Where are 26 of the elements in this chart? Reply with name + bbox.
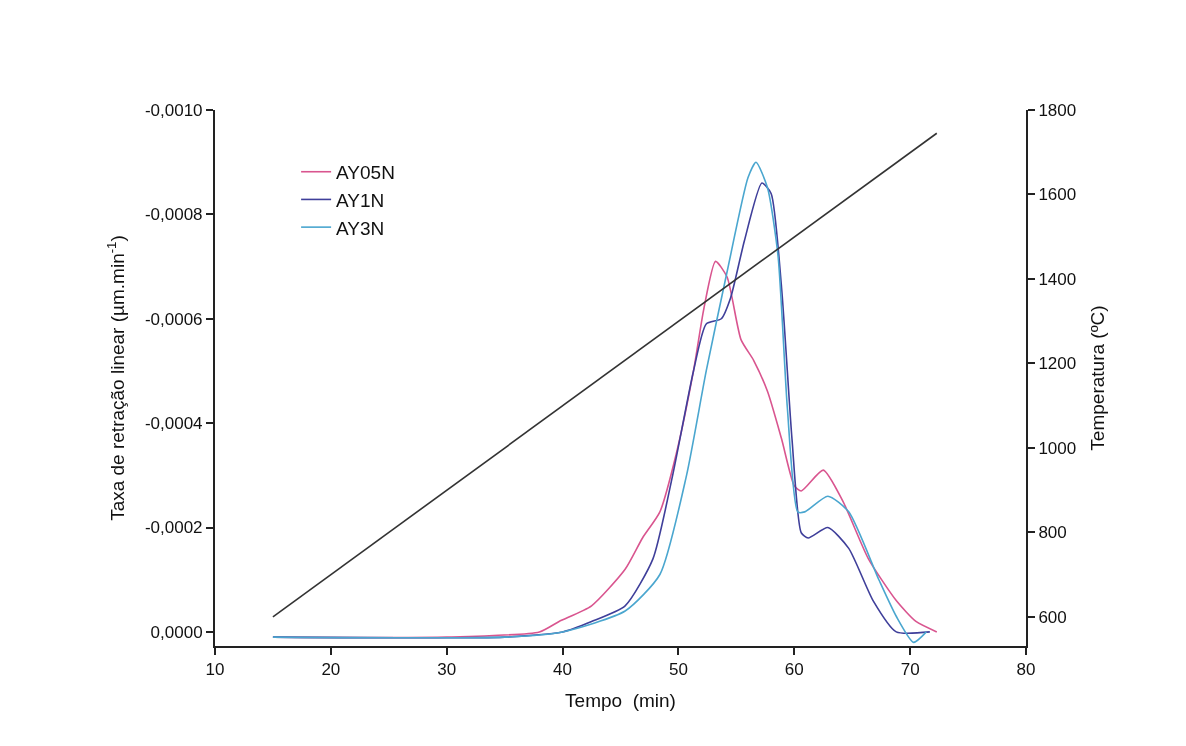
y-tick-label: 0,0000 <box>150 622 203 642</box>
y-tick-label: -0,0010 <box>144 100 203 120</box>
y-tick-label: -0,0004 <box>144 414 203 434</box>
y2-tick-label: 1600 <box>1038 185 1077 205</box>
x-tick-label: 20 <box>321 660 341 680</box>
y2-tick-label: 1200 <box>1038 354 1077 374</box>
y2-tick-label: 600 <box>1038 607 1067 627</box>
x-tick-label: 40 <box>553 660 573 680</box>
y2-axis-title: Temperatura (ºC) <box>1086 305 1108 451</box>
legend-label: AY1N <box>336 189 385 211</box>
x-tick-label: 80 <box>1016 660 1036 680</box>
x-axis-title: Tempo (min) <box>565 689 676 711</box>
x-tick-label: 60 <box>784 660 804 680</box>
x-tick-label: 70 <box>900 660 920 680</box>
legend-label: AY3N <box>336 217 385 239</box>
x-tick-label: 30 <box>437 660 457 680</box>
y2-tick-label: 1400 <box>1038 269 1077 289</box>
y-tick-label: -0,0006 <box>144 309 203 329</box>
legend-label: AY05N <box>336 162 395 184</box>
y-tick-label: -0,0002 <box>144 518 203 538</box>
y-tick-label: -0,0008 <box>144 205 203 225</box>
x-tick-label: 10 <box>205 660 225 680</box>
y2-tick-label: 1000 <box>1038 438 1077 458</box>
y2-tick-label: 1800 <box>1038 100 1077 120</box>
x-tick-label: 50 <box>668 660 688 680</box>
y2-tick-label: 800 <box>1038 523 1067 543</box>
